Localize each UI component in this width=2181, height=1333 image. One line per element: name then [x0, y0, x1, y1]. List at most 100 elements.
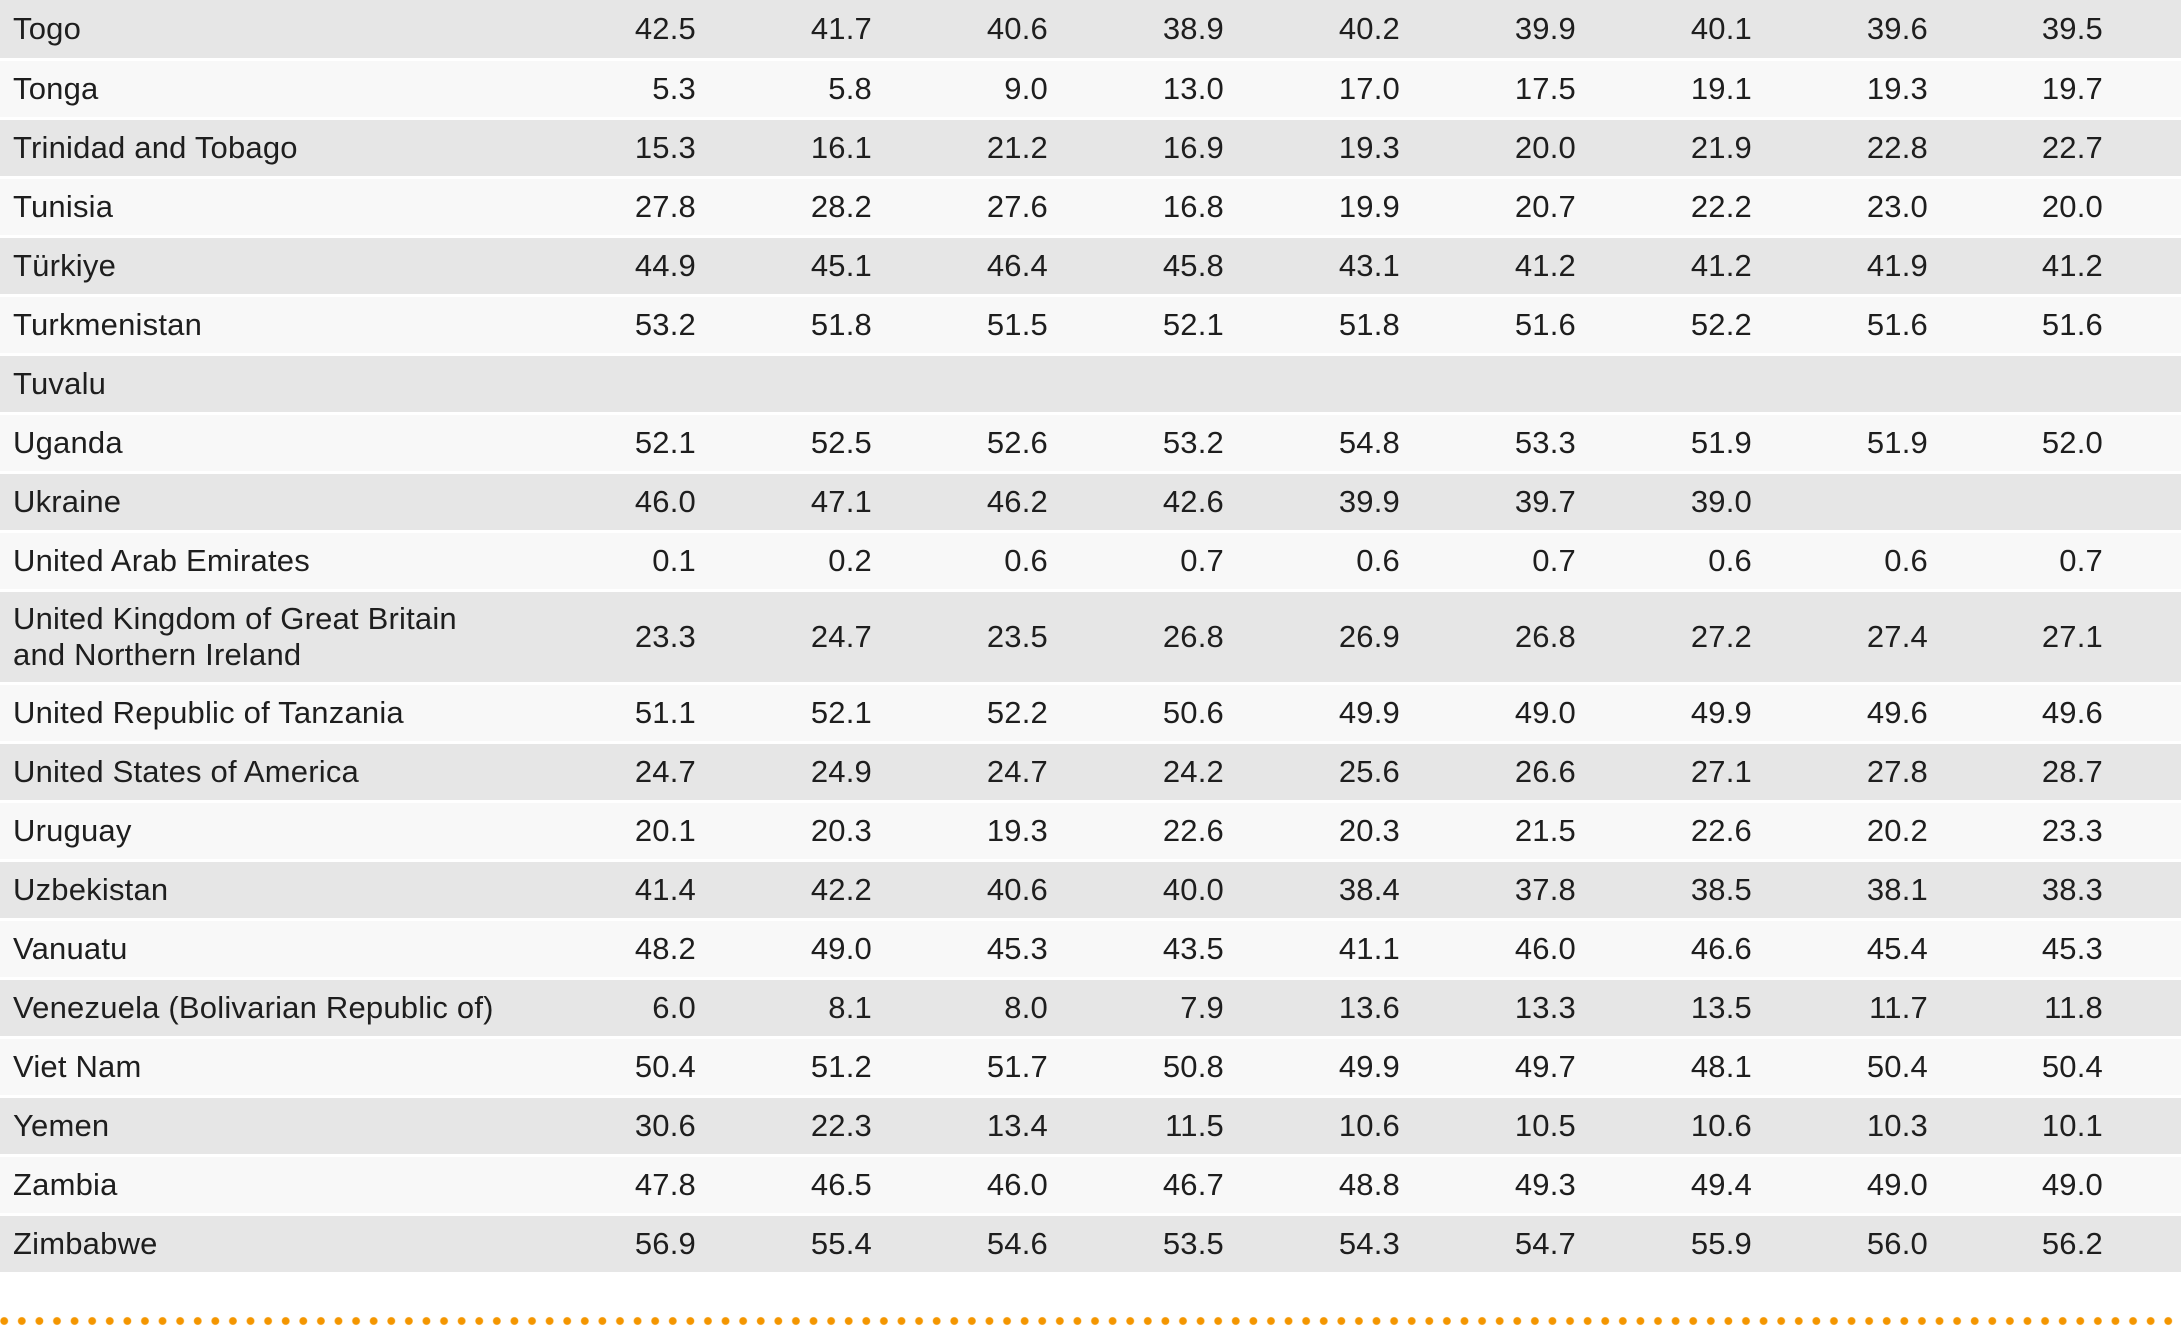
- value-cell: 6.0: [520, 978, 696, 1039]
- country-name-cell: Yemen: [0, 1096, 520, 1157]
- value-cell: 50.4: [520, 1037, 696, 1098]
- country-name-cell: Uruguay: [0, 801, 520, 862]
- value-cell: 44.9: [520, 236, 696, 297]
- value-cell: 39.9: [1400, 0, 1576, 61]
- value-cell: 13.6: [1224, 978, 1400, 1039]
- value-cell: [1752, 472, 1928, 533]
- table-body: Togo 42.5 41.7 40.6 38.9 40.2 39.9 40.1 39.6 39.…: [0, 0, 2181, 1275]
- value-cell: 46.4: [872, 236, 1048, 297]
- value-cell: 45.1: [696, 236, 872, 297]
- value-cell: 28.7: [1928, 742, 2181, 803]
- value-cell: 51.1: [520, 683, 696, 744]
- value-cell: 52.0: [1928, 413, 2181, 474]
- value-cell: 0.6: [1752, 531, 1928, 592]
- value-cell: 19.3: [872, 801, 1048, 862]
- value-cell: 39.6: [1752, 0, 1928, 61]
- value-cell: 19.3: [1224, 118, 1400, 179]
- value-cell: 40.6: [872, 860, 1048, 921]
- value-cell: 0.7: [1928, 531, 2181, 592]
- value-cell: 9.0: [872, 59, 1048, 120]
- table-row: Viet Nam 50.4 51.2 51.7 50.8 49.9 49.7 48.1 50.…: [0, 1037, 2181, 1098]
- value-cell: 23.3: [520, 590, 696, 685]
- value-cell: 52.1: [1048, 295, 1224, 356]
- value-cell: [1928, 354, 2181, 415]
- country-name-cell: Uzbekistan: [0, 860, 520, 921]
- table-row: United Republic of Tanzania 51.1 52.1 52.2…: [0, 683, 2181, 744]
- value-cell: 26.8: [1400, 590, 1576, 685]
- value-cell: 41.1: [1224, 919, 1400, 980]
- value-cell: 0.2: [696, 531, 872, 592]
- value-cell: 40.0: [1048, 860, 1224, 921]
- value-cell: 24.7: [520, 742, 696, 803]
- value-cell: 48.1: [1576, 1037, 1752, 1098]
- country-name-cell: Tonga: [0, 59, 520, 120]
- value-cell: 10.6: [1224, 1096, 1400, 1157]
- value-cell: 55.9: [1576, 1214, 1752, 1275]
- value-cell: 51.5: [872, 295, 1048, 356]
- country-name-cell: Türkiye: [0, 236, 520, 297]
- value-cell: 51.9: [1752, 413, 1928, 474]
- country-name-cell: Vanuatu: [0, 919, 520, 980]
- value-cell: 16.1: [696, 118, 872, 179]
- value-cell: 51.7: [872, 1037, 1048, 1098]
- value-cell: 13.3: [1400, 978, 1576, 1039]
- value-cell: [872, 354, 1048, 415]
- value-cell: 54.3: [1224, 1214, 1400, 1275]
- value-cell: 0.6: [1224, 531, 1400, 592]
- value-cell: 41.2: [1928, 236, 2181, 297]
- country-name-cell: Tuvalu: [0, 354, 520, 415]
- value-cell: [1224, 354, 1400, 415]
- value-cell: 17.5: [1400, 59, 1576, 120]
- value-cell: 27.6: [872, 177, 1048, 238]
- value-cell: 49.0: [1400, 683, 1576, 744]
- value-cell: 48.8: [1224, 1155, 1400, 1216]
- value-cell: 41.9: [1752, 236, 1928, 297]
- table-row: Uganda 52.1 52.5 52.6 53.2 54.8 53.3 51.9 51.9 5…: [0, 413, 2181, 474]
- value-cell: 50.4: [1928, 1037, 2181, 1098]
- value-cell: 8.0: [872, 978, 1048, 1039]
- table-row: Yemen 30.6 22.3 13.4 11.5 10.6 10.5 10.6 10.3 10…: [0, 1096, 2181, 1157]
- value-cell: 15.3: [520, 118, 696, 179]
- value-cell: 22.6: [1576, 801, 1752, 862]
- dotted-separator: [0, 1316, 2181, 1326]
- value-cell: 10.6: [1576, 1096, 1752, 1157]
- value-cell: 49.0: [696, 919, 872, 980]
- country-name-cell: Trinidad and Tobago: [0, 118, 520, 179]
- value-cell: 27.8: [520, 177, 696, 238]
- value-cell: 0.7: [1400, 531, 1576, 592]
- table-row: Zimbabwe 56.9 55.4 54.6 53.5 54.3 54.7 55.9 56.…: [0, 1214, 2181, 1275]
- country-name-cell: Venezuela (Bolivarian Republic of): [0, 978, 520, 1039]
- value-cell: 56.0: [1752, 1214, 1928, 1275]
- country-name-cell: United Arab Emirates: [0, 531, 520, 592]
- table-row: Trinidad and Tobago 15.3 16.1 21.2 16.9 19.3…: [0, 118, 2181, 179]
- value-cell: 49.9: [1224, 683, 1400, 744]
- value-cell: 19.1: [1576, 59, 1752, 120]
- value-cell: 38.4: [1224, 860, 1400, 921]
- value-cell: 20.3: [696, 801, 872, 862]
- value-cell: 20.0: [1928, 177, 2181, 238]
- value-cell: 39.9: [1224, 472, 1400, 533]
- country-name-cell: Viet Nam: [0, 1037, 520, 1098]
- value-cell: 23.5: [872, 590, 1048, 685]
- value-cell: 43.1: [1224, 236, 1400, 297]
- value-cell: 45.8: [1048, 236, 1224, 297]
- value-cell: 17.0: [1224, 59, 1400, 120]
- table-row: United Arab Emirates 0.1 0.2 0.6 0.7 0.6 0.7 0…: [0, 531, 2181, 592]
- value-cell: 40.2: [1224, 0, 1400, 61]
- value-cell: 10.5: [1400, 1096, 1576, 1157]
- value-cell: 52.6: [872, 413, 1048, 474]
- table-row: Tuvalu: [0, 354, 2181, 415]
- table-row: Zambia 47.8 46.5 46.0 46.7 48.8 49.3 49.4 49.0 4…: [0, 1155, 2181, 1216]
- value-cell: 13.0: [1048, 59, 1224, 120]
- value-cell: 46.5: [696, 1155, 872, 1216]
- value-cell: 24.9: [696, 742, 872, 803]
- country-name-cell: United Republic of Tanzania: [0, 683, 520, 744]
- value-cell: 20.7: [1400, 177, 1576, 238]
- value-cell: 39.5: [1928, 0, 2181, 61]
- value-cell: [696, 354, 872, 415]
- value-cell: 21.2: [872, 118, 1048, 179]
- value-cell: [1048, 354, 1224, 415]
- value-cell: 10.1: [1928, 1096, 2181, 1157]
- value-cell: 46.7: [1048, 1155, 1224, 1216]
- value-cell: 39.0: [1576, 472, 1752, 533]
